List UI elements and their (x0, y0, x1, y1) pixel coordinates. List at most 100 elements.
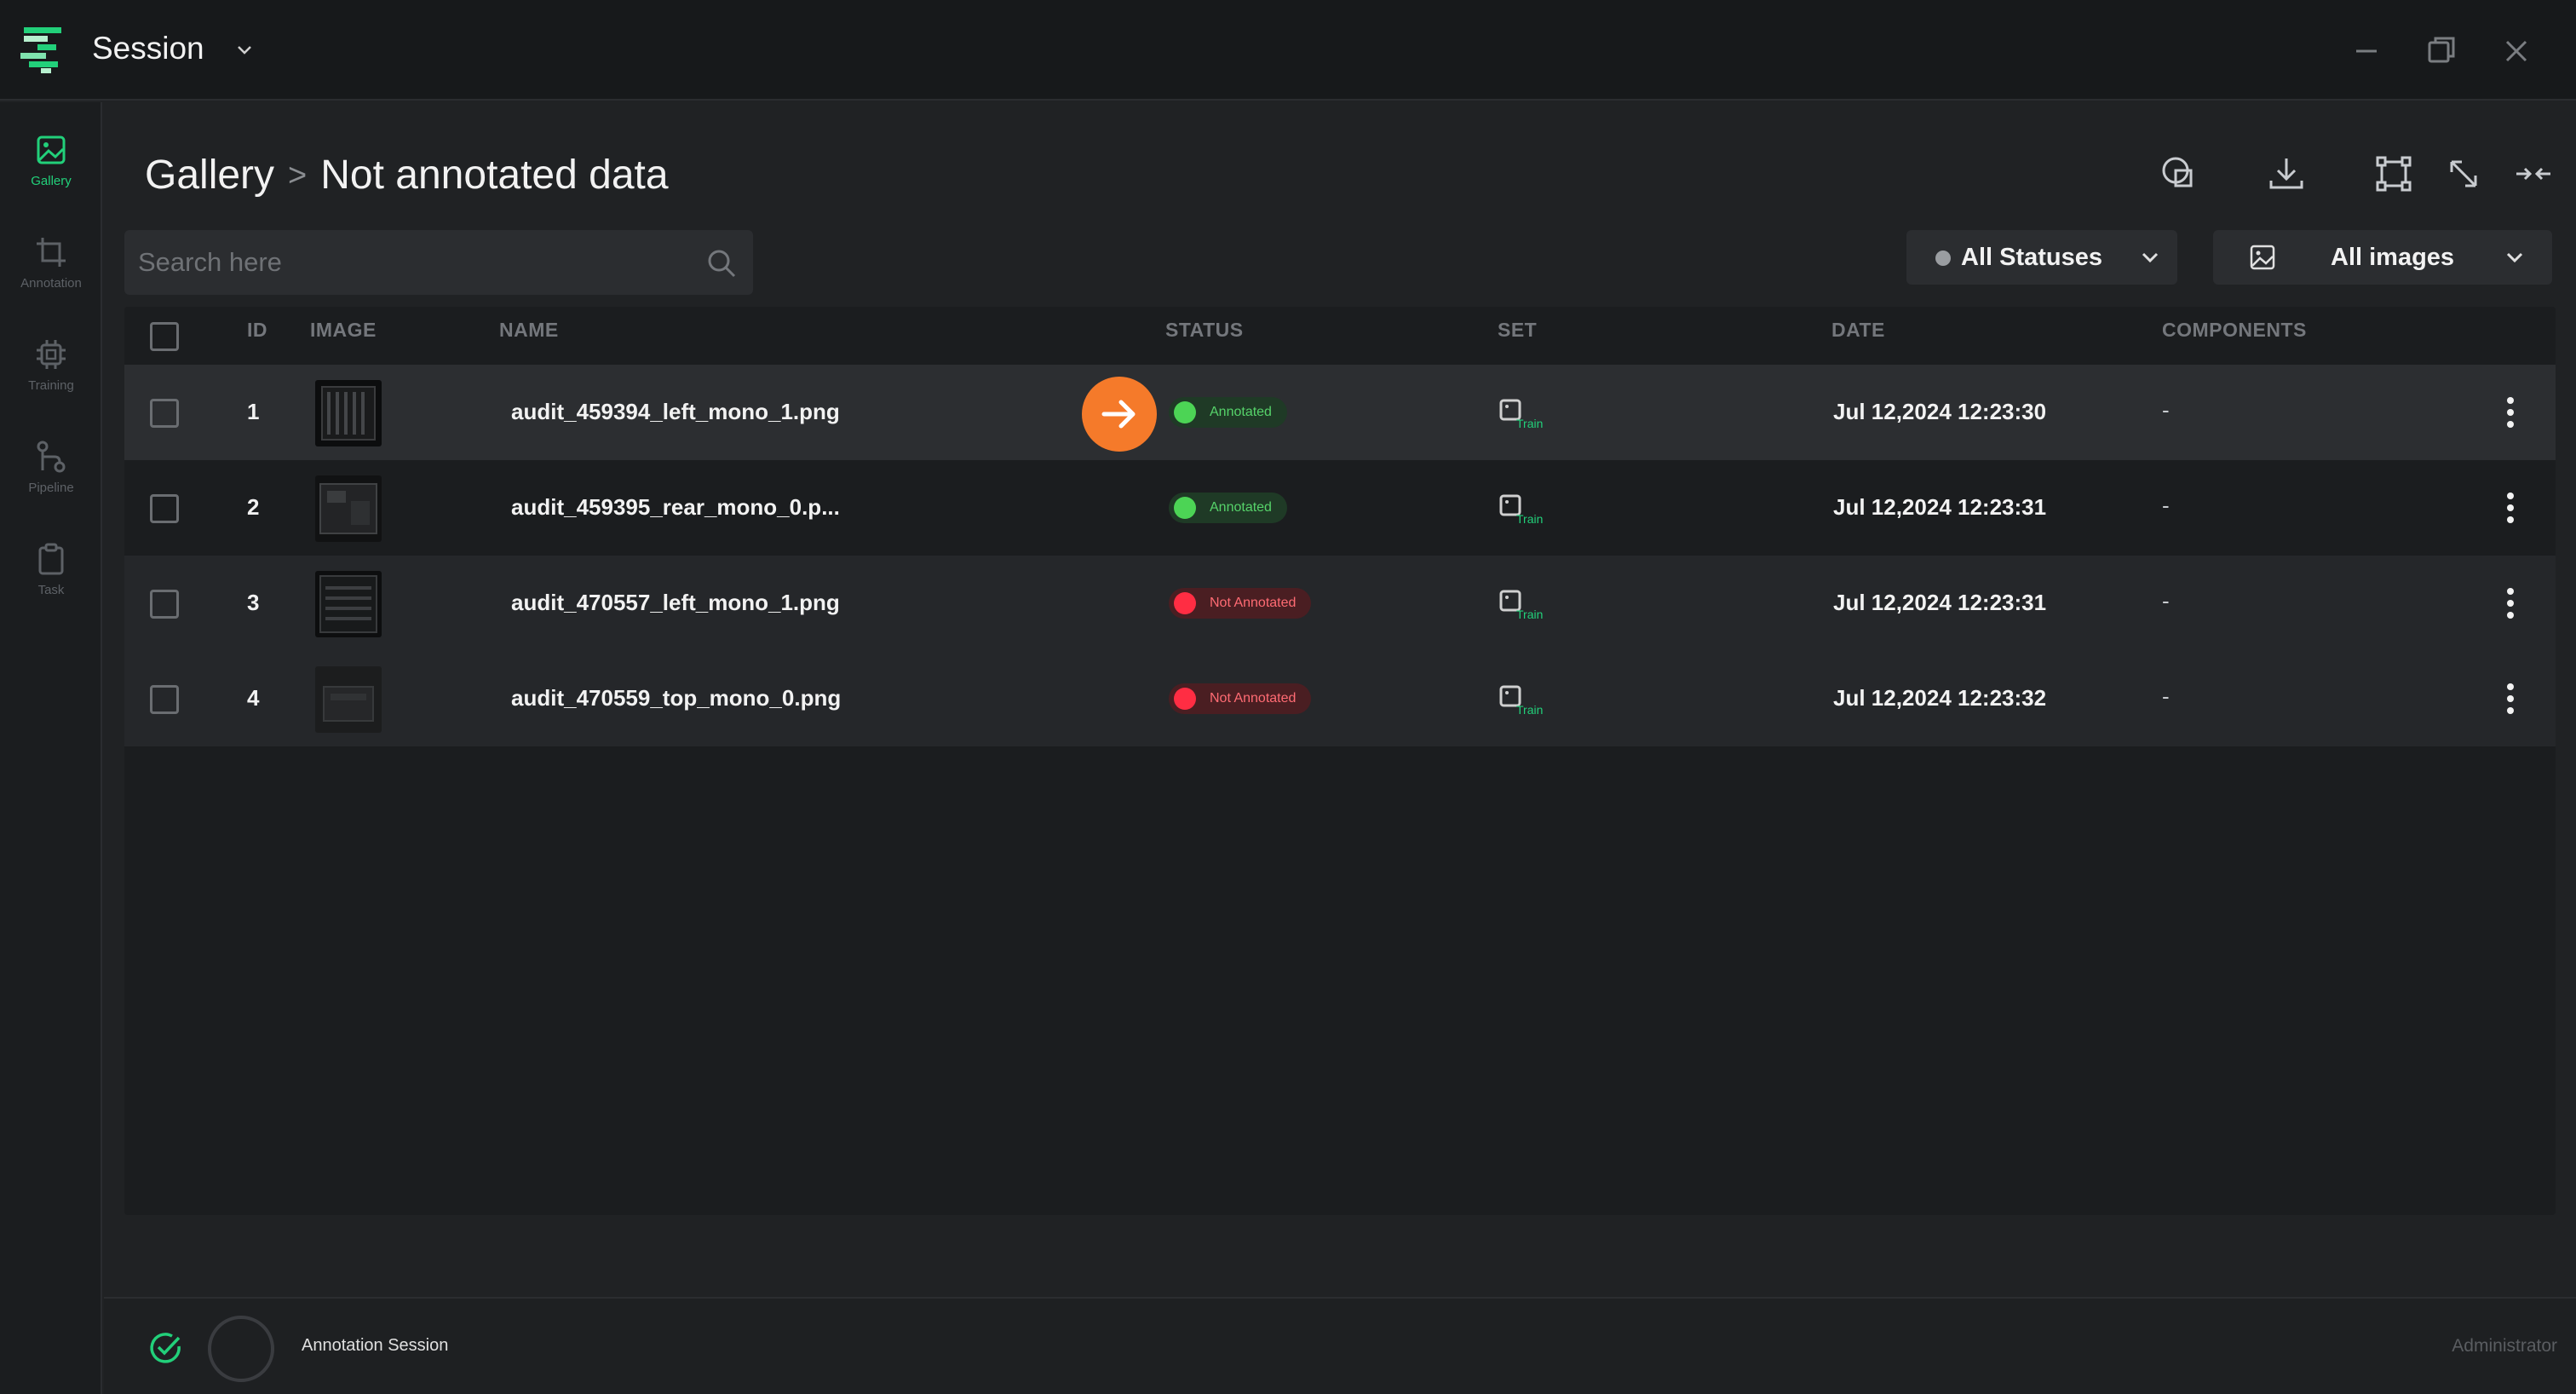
status-dot-icon (1174, 688, 1196, 710)
image-icon (2250, 245, 2275, 270)
set-train-icon: Train (1499, 590, 1543, 621)
image-filter-dropdown[interactable]: All images (2213, 230, 2552, 285)
table-row[interactable]: 2 audit_459395_rear_mono_0.p... Annotate… (124, 460, 2556, 556)
chevron-down-icon (2142, 252, 2159, 263)
status-bar: Annotation Session Administrator (104, 1297, 2576, 1394)
check-circle-icon (150, 1333, 181, 1363)
sidebar-item-label: Task (37, 583, 65, 597)
close-icon[interactable] (2496, 31, 2537, 72)
chevron-down-icon (2506, 252, 2523, 263)
row-components: - (2162, 683, 2170, 709)
image-filter-label: All images (2331, 244, 2455, 271)
image-thumbnail[interactable] (315, 666, 382, 733)
data-table: ID IMAGE NAME STATUS SET DATE COMPONENTS… (124, 307, 2556, 1215)
image-thumbnail[interactable] (315, 571, 382, 637)
crop-icon (37, 238, 66, 267)
more-options-icon[interactable] (2504, 586, 2516, 620)
search-icon[interactable] (705, 247, 738, 279)
row-checkbox[interactable] (150, 685, 179, 714)
chip-icon (37, 340, 66, 369)
search-input[interactable] (138, 230, 683, 295)
status-dot-icon (1174, 401, 1196, 423)
file-name[interactable]: audit_459394_left_mono_1.png (511, 399, 840, 424)
collapse-icon[interactable] (2513, 153, 2554, 194)
row-date: Jul 12,2024 12:23:31 (1833, 494, 2047, 520)
status-badge: Not Annotated (1169, 588, 1312, 619)
column-header-name[interactable]: NAME (499, 319, 559, 341)
set-train-icon: Train (1499, 494, 1543, 526)
row-id: 3 (247, 590, 260, 615)
sidebar-item-task[interactable]: Task (0, 535, 102, 629)
chevron-down-icon[interactable] (232, 37, 257, 63)
column-header-id[interactable]: ID (247, 319, 267, 341)
more-options-icon[interactable] (2504, 682, 2516, 716)
column-header-set[interactable]: SET (1498, 319, 1538, 341)
status-badge: Annotated (1169, 397, 1287, 428)
sidebar-item-gallery[interactable]: Gallery (0, 126, 102, 220)
select-area-icon[interactable] (2373, 153, 2414, 194)
row-components: - (2162, 397, 2170, 423)
status-label: Annotated (1210, 500, 1272, 515)
status-label: Annotated (1210, 405, 1272, 419)
compare-icon[interactable] (2159, 153, 2199, 194)
arrow-right-icon (1101, 400, 1136, 429)
sidebar: Gallery Annotation Training Pipeline Tas… (0, 102, 102, 1394)
row-checkbox[interactable] (150, 399, 179, 428)
sidebar-item-training[interactable]: Training (0, 331, 102, 424)
row-date: Jul 12,2024 12:23:30 (1833, 399, 2047, 424)
app-title: Session (92, 31, 204, 66)
sidebar-item-label: Annotation (20, 276, 82, 291)
set-label: Train (1516, 703, 1543, 717)
status-dot-icon (1935, 251, 1951, 266)
set-label: Train (1516, 608, 1543, 621)
set-label: Train (1516, 512, 1543, 526)
title-bar: Session (0, 0, 2576, 101)
sidebar-item-annotation[interactable]: Annotation (0, 228, 102, 322)
more-options-icon[interactable] (2504, 395, 2516, 429)
row-id: 4 (247, 685, 260, 711)
row-checkbox[interactable] (150, 494, 179, 523)
status-badge: Annotated (1169, 493, 1287, 523)
set-train-icon: Train (1499, 685, 1543, 717)
row-checkbox[interactable] (150, 590, 179, 619)
status-filter-dropdown[interactable]: All Statuses (1906, 230, 2177, 285)
sidebar-item-pipeline[interactable]: Pipeline (0, 433, 102, 527)
pipeline-icon (37, 441, 66, 473)
expand-icon[interactable] (2443, 153, 2484, 194)
minimize-icon[interactable] (2346, 31, 2387, 72)
clipboard-icon (38, 543, 64, 575)
select-all-checkbox[interactable] (150, 322, 179, 351)
column-header-status[interactable]: STATUS (1165, 319, 1244, 341)
image-thumbnail[interactable] (315, 380, 382, 446)
download-icon[interactable] (2266, 153, 2307, 194)
row-date: Jul 12,2024 12:23:31 (1833, 590, 2047, 615)
table-row[interactable]: 4 audit_470559_top_mono_0.png Not Annota… (124, 651, 2556, 746)
set-train-icon: Train (1499, 399, 1543, 430)
table-header: ID IMAGE NAME STATUS SET DATE COMPONENTS (124, 307, 2556, 365)
row-components: - (2162, 493, 2170, 518)
column-header-components[interactable]: COMPONENTS (2162, 319, 2307, 341)
image-thumbnail[interactable] (315, 475, 382, 542)
table-row[interactable]: 3 audit_470557_left_mono_1.png Not Annot… (124, 556, 2556, 651)
more-options-icon[interactable] (2504, 491, 2516, 525)
file-name[interactable]: audit_470559_top_mono_0.png (511, 685, 842, 711)
progress-ring (208, 1316, 274, 1382)
user-label[interactable]: Administrator (2452, 1336, 2557, 1356)
breadcrumb: Gallery > Not annotated data (145, 152, 669, 199)
sidebar-item-label: Training (28, 378, 74, 393)
status-label: Not Annotated (1210, 596, 1297, 610)
status-dot-icon (1174, 497, 1196, 519)
file-name[interactable]: audit_470557_left_mono_1.png (511, 590, 840, 615)
column-header-image[interactable]: IMAGE (310, 319, 377, 341)
row-date: Jul 12,2024 12:23:32 (1833, 685, 2047, 711)
table-row[interactable]: 1 audit_459394_left_mono_1.png Annotated… (124, 365, 2556, 460)
status-filter-label: All Statuses (1961, 244, 2102, 271)
restore-icon[interactable] (2421, 31, 2462, 72)
file-name[interactable]: audit_459395_rear_mono_0.p... (511, 494, 840, 520)
column-header-date[interactable]: DATE (1831, 319, 1885, 341)
status-dot-icon (1174, 592, 1196, 614)
status-label: Not Annotated (1210, 691, 1297, 706)
pointer-marker (1082, 377, 1157, 452)
row-id: 2 (247, 494, 260, 520)
breadcrumb-root[interactable]: Gallery (145, 153, 275, 198)
